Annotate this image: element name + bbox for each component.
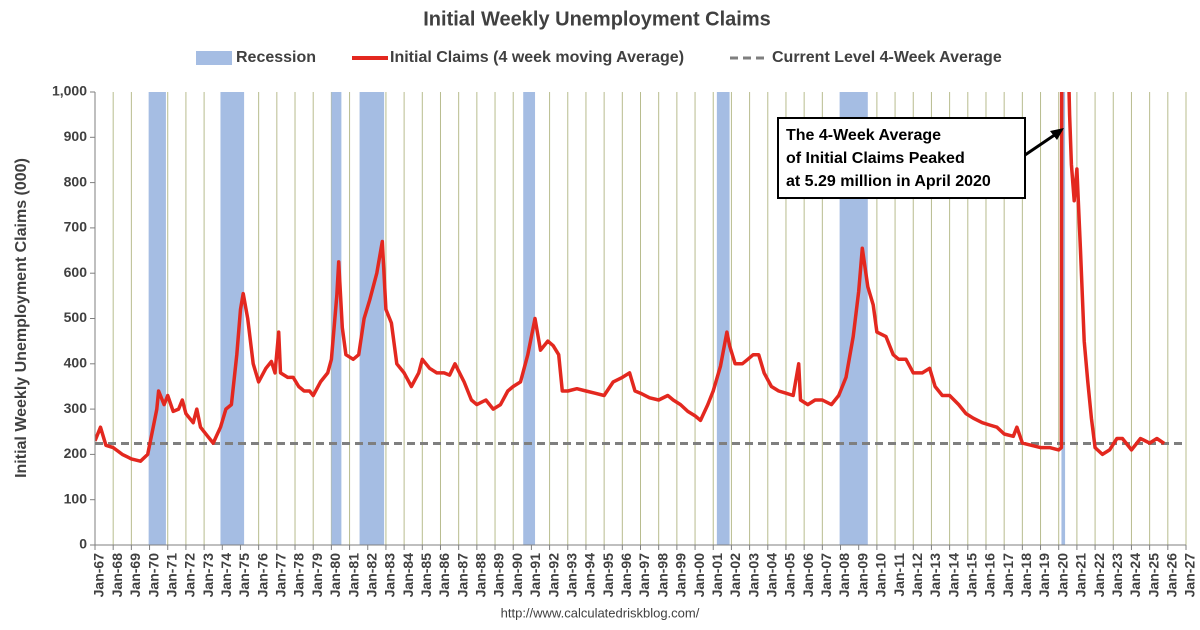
- x-tick-label: Jan-00: [691, 553, 707, 598]
- x-tick-label: Jan-67: [91, 553, 107, 598]
- x-tick-label: Jan-07: [818, 553, 834, 598]
- x-tick-label: Jan-71: [163, 553, 179, 598]
- x-tick-label: Jan-72: [182, 553, 198, 598]
- x-tick-label: Jan-04: [763, 553, 779, 598]
- x-tick-label: Jan-15: [964, 553, 980, 598]
- x-tick-label: Jan-90: [509, 553, 525, 598]
- x-tick-label: Jan-92: [545, 553, 561, 598]
- x-tick-label: Jan-98: [654, 553, 670, 598]
- annotation: The 4-Week Average of Initial Claims Pea…: [777, 117, 1064, 199]
- x-tick-label: Jan-68: [109, 553, 125, 598]
- y-axis-label: Initial Weekly Unemployment Claims (000): [13, 158, 30, 478]
- x-tick-label: Jan-74: [218, 553, 234, 598]
- legend-swatch: [196, 51, 232, 65]
- x-tick-label: Jan-14: [945, 553, 961, 598]
- x-tick-label: Jan-94: [582, 553, 598, 598]
- x-tick-label: Jan-91: [527, 553, 543, 598]
- x-tick-label: Jan-78: [291, 553, 307, 598]
- y-tick-label: 200: [64, 445, 88, 461]
- x-tick-label: Jan-99: [673, 553, 689, 598]
- x-tick-label: Jan-06: [800, 553, 816, 598]
- y-tick-label: 500: [64, 309, 88, 325]
- x-tick-label: Jan-02: [727, 553, 743, 598]
- chart-title: Initial Weekly Unemployment Claims: [423, 8, 771, 30]
- x-tick-label: Jan-89: [491, 553, 507, 598]
- x-tick-label: Jan-12: [909, 553, 925, 598]
- legend-label: Current Level 4-Week Average: [772, 49, 1002, 66]
- x-tick-label: Jan-16: [982, 553, 998, 598]
- annotation-text: The 4-Week Average: [786, 127, 941, 144]
- plot-lines: [95, 92, 1186, 463]
- y-tick-label: 0: [79, 536, 87, 552]
- x-tick-label: Jan-05: [782, 553, 798, 598]
- annotation-text: at 5.29 million in April 2020: [786, 173, 991, 190]
- x-tick-label: Jan-08: [836, 553, 852, 598]
- y-tick-label: 400: [64, 355, 88, 371]
- x-tick-label: Jan-70: [145, 553, 161, 598]
- x-tick-label: Jan-79: [309, 553, 325, 598]
- x-tick-label: Jan-86: [436, 553, 452, 598]
- y-tick-label: 700: [64, 219, 88, 235]
- y-tick-label: 800: [64, 173, 88, 189]
- x-tick-label: Jan-09: [854, 553, 870, 598]
- x-tick-label: Jan-75: [236, 553, 252, 598]
- x-tick-label: Jan-97: [636, 553, 652, 598]
- legend: Recession Initial Claims (4 week moving A…: [196, 49, 1002, 66]
- recession-band: [1061, 92, 1066, 545]
- series-line: [95, 92, 1166, 463]
- x-tick-label: Jan-88: [473, 553, 489, 598]
- x-tick-label: Jan-95: [600, 553, 616, 598]
- legend-label: Initial Claims (4 week moving Average): [390, 49, 684, 66]
- x-tick-label: Jan-93: [563, 553, 579, 598]
- x-tick-label: Jan-26: [1164, 553, 1180, 598]
- x-tick-label: Jan-11: [891, 553, 907, 597]
- y-tick-label: 300: [64, 400, 88, 416]
- annotation-text: of Initial Claims Peaked: [786, 150, 965, 167]
- x-tick-label: Jan-21: [1073, 553, 1089, 598]
- annotation-box: [777, 117, 1026, 199]
- x-tick-label: Jan-73: [200, 553, 216, 598]
- x-tick-label: Jan-10: [873, 553, 889, 598]
- x-tick-label: Jan-24: [1127, 553, 1143, 598]
- x-tick-label: Jan-81: [345, 553, 361, 598]
- recession-band: [523, 92, 536, 545]
- y-tick-label: 600: [64, 264, 88, 280]
- source: http://www.calculatedriskblog.com/: [501, 605, 700, 620]
- x-tick-label: Jan-87: [454, 553, 470, 598]
- x-tick-label: Jan-76: [254, 553, 270, 598]
- x-tick-label: Jan-03: [745, 553, 761, 598]
- x-tick-label: Jan-13: [927, 553, 943, 598]
- x-tick-label: Jan-25: [1145, 553, 1161, 598]
- recession-band: [716, 92, 730, 545]
- x-tick-label: Jan-85: [418, 553, 434, 598]
- x-tick-label: Jan-77: [273, 553, 289, 598]
- recession-band: [220, 92, 245, 545]
- x-tick-label: Jan-23: [1109, 553, 1125, 598]
- y-tick-label: 1,000: [52, 83, 87, 99]
- x-tick-label: Jan-82: [363, 553, 379, 598]
- x-tick-label: Jan-27: [1182, 553, 1198, 598]
- x-tick-label: Jan-83: [382, 553, 398, 598]
- x-tick-label: Jan-01: [709, 553, 725, 598]
- x-tick-label: Jan-18: [1018, 553, 1034, 598]
- x-tick-label: Jan-96: [618, 553, 634, 598]
- x-tick-label: Jan-20: [1054, 553, 1070, 598]
- annotation-arrow: [1024, 132, 1057, 157]
- y-tick-label: 900: [64, 128, 88, 144]
- x-tick-label: Jan-84: [400, 553, 416, 598]
- annotation-arrowhead: [1050, 128, 1064, 140]
- legend-label: Recession: [236, 49, 316, 66]
- x-tick-label: Jan-17: [1000, 553, 1016, 598]
- y-tick-label: 100: [64, 490, 88, 506]
- recession-band: [148, 92, 166, 545]
- x-tick-label: Jan-19: [1036, 553, 1052, 598]
- x-tick-label: Jan-80: [327, 553, 343, 598]
- x-tick-label: Jan-69: [127, 553, 143, 598]
- x-tick-label: Jan-22: [1091, 553, 1107, 598]
